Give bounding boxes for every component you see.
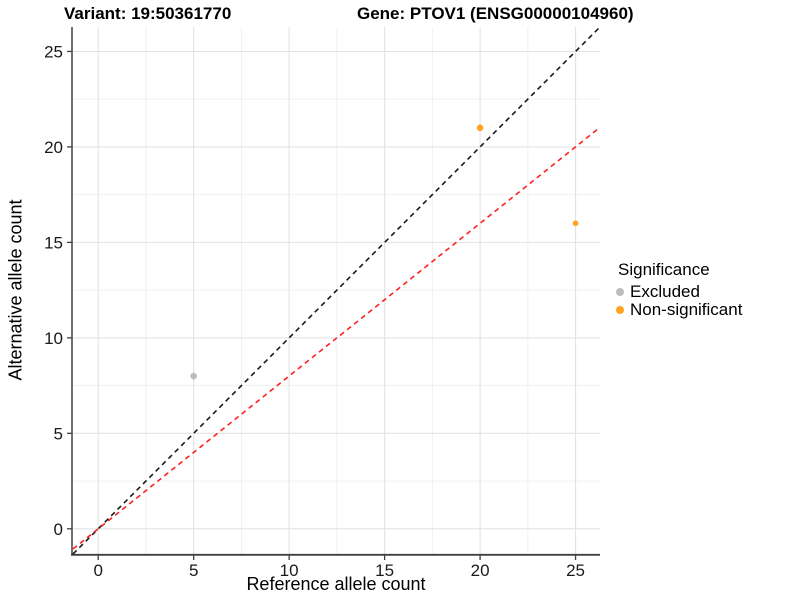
y-tick-label: 15: [44, 233, 63, 252]
x-axis-title: Reference allele count: [246, 574, 426, 594]
legend-item-non-significant: Non-significant: [616, 300, 743, 319]
x-tick-label: 20: [471, 561, 490, 580]
y-tick-label: 20: [44, 138, 63, 157]
gene-title: Gene: PTOV1 (ENSG00000104960): [357, 4, 634, 23]
legend-item-label: Excluded: [630, 282, 700, 301]
data-point-excluded: [190, 372, 197, 380]
x-tick-label: 5: [189, 561, 198, 580]
y-tick-label: 25: [44, 42, 63, 61]
legend-title: Significance: [618, 260, 710, 279]
excluded-swatch-icon: [616, 288, 624, 296]
x-tick-label: 25: [566, 561, 585, 580]
y-tick-label: 0: [54, 520, 63, 539]
y-axis-title: Alternative allele count: [5, 199, 26, 381]
y-tick-label: 10: [44, 329, 63, 348]
legend-item-excluded: Excluded: [616, 282, 742, 301]
non-significant-swatch-icon: [616, 306, 624, 314]
variant-title: Variant: 19:50361770: [64, 4, 232, 23]
y-tick-label: 5: [54, 424, 63, 443]
legend-item-label: Non-significant: [630, 300, 743, 319]
legend: Significance Excluded Non-significant: [616, 260, 742, 319]
data-point-non-significant: [476, 124, 484, 132]
identity-line: [72, 26, 601, 555]
x-tick-label: 15: [375, 561, 394, 580]
x-tick-label: 10: [280, 561, 299, 580]
x-tick-label: 0: [93, 561, 102, 580]
data-point-non-significant: [572, 220, 579, 227]
ratio-line: [72, 126, 601, 550]
